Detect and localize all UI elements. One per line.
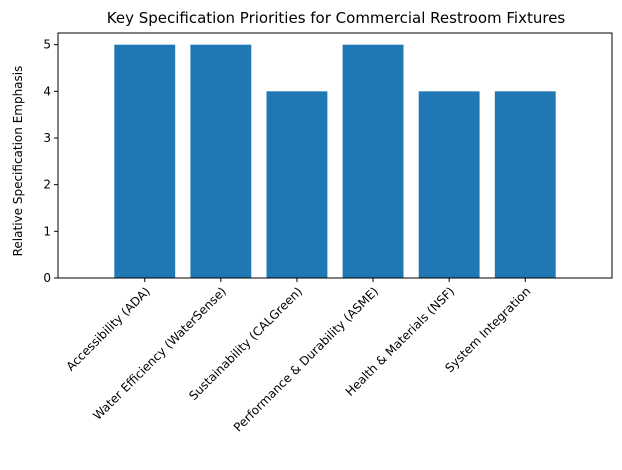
y-tick-label-4: 4 xyxy=(43,84,51,98)
bars-group xyxy=(114,44,556,278)
y-tick-label-2: 2 xyxy=(43,178,51,192)
x-tick-label-5: System Integration xyxy=(442,284,533,375)
x-axis: Accessibility (ADA)Water Efficiency (Wat… xyxy=(63,278,533,435)
bar-1 xyxy=(190,44,252,278)
plot-frame xyxy=(57,32,613,279)
y-tick-label-5: 5 xyxy=(43,38,51,52)
bar-0 xyxy=(114,44,176,278)
bar-4 xyxy=(418,91,480,278)
bar-3 xyxy=(342,44,404,278)
bar-2 xyxy=(266,91,328,278)
y-axis-label: Relative Specification Emphasis xyxy=(11,66,25,257)
y-tick-label-1: 1 xyxy=(43,224,51,238)
y-tick-label-3: 3 xyxy=(43,131,51,145)
x-tick-label-1: Water Efficiency (WaterSense) xyxy=(90,284,229,423)
bar-5 xyxy=(494,91,556,278)
x-tick-label-3: Performance & Durability (ASME) xyxy=(231,284,381,434)
y-tick-label-0: 0 xyxy=(43,271,51,285)
y-axis: 0 1 2 3 4 5 xyxy=(43,38,58,285)
chart-title: Key Specification Priorities for Commerc… xyxy=(107,9,566,27)
x-tick-label-0: Accessibility (ADA) xyxy=(63,284,152,373)
